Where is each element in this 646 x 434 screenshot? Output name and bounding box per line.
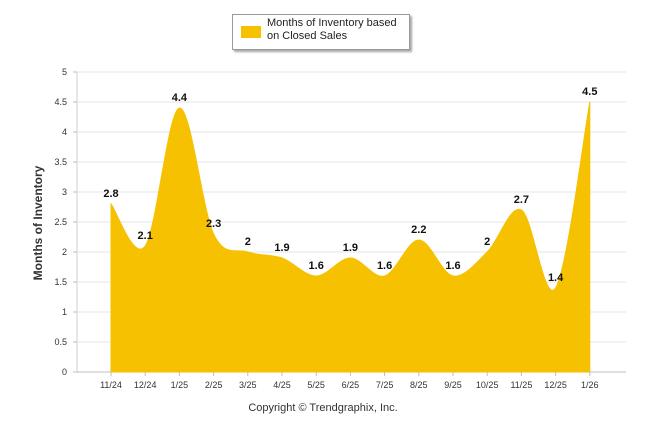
x-tick-label: 10/25 <box>476 380 499 390</box>
x-tick-label: 11/24 <box>100 380 122 390</box>
data-label: 4.5 <box>582 86 597 98</box>
data-label: 1.6 <box>445 260 460 272</box>
y-tick-label: 3.5 <box>54 157 67 167</box>
x-tick-label: 12/25 <box>544 380 567 390</box>
x-tick-label: 7/25 <box>376 380 394 390</box>
copyright-text: Copyright © Trendgraphix, Inc. <box>248 402 398 414</box>
x-tick-label: 11/25 <box>510 380 532 390</box>
y-tick-label: 2.5 <box>54 217 67 227</box>
y-tick-label: 2 <box>62 247 67 257</box>
data-label: 4.4 <box>172 92 188 104</box>
y-tick-label: 4.5 <box>54 97 67 107</box>
x-tick-label: 5/25 <box>307 380 325 390</box>
x-tick-label: 1/26 <box>581 380 599 390</box>
data-label: 1.6 <box>309 260 324 272</box>
data-label: 2.1 <box>138 230 153 242</box>
data-label: 2.7 <box>514 194 529 206</box>
data-label: 1.9 <box>343 242 358 254</box>
legend-swatch <box>241 26 261 38</box>
legend-label: Months of Inventory based on Closed Sale… <box>267 17 397 42</box>
x-tick-label: 8/25 <box>410 380 428 390</box>
data-label: 2.2 <box>411 224 426 236</box>
y-tick-labels: 0 0.5 1 1.5 2 2.5 3 3.5 4 4.5 5 <box>54 67 67 377</box>
series-area <box>110 101 591 373</box>
x-tick-label: 9/25 <box>444 380 462 390</box>
y-tick-label: 3 <box>62 187 67 197</box>
y-tick-label: 1 <box>62 307 67 317</box>
x-tick-label: 12/24 <box>134 380 157 390</box>
data-label: 2.8 <box>103 188 118 200</box>
y-tick-label: 4 <box>62 127 67 137</box>
x-tick-label: 3/25 <box>239 380 257 390</box>
data-label: 2 <box>245 236 251 248</box>
x-tick-label: 6/25 <box>342 380 360 390</box>
x-tick-label: 1/25 <box>171 380 189 390</box>
y-tick-label: 5 <box>62 67 67 77</box>
legend: Months of Inventory based on Closed Sale… <box>232 14 410 50</box>
y-tick-label: 0.5 <box>54 337 67 347</box>
data-label: 2.3 <box>206 218 221 230</box>
y-tick-label: 0 <box>62 367 67 377</box>
x-tick-labels: 11/24 12/24 1/25 2/25 3/25 4/25 5/25 6/25 7/25 8/… <box>100 380 598 390</box>
data-label: 1.9 <box>274 242 289 254</box>
y-axis-title: Months of Inventory <box>31 165 45 280</box>
y-tick-label: 1.5 <box>54 277 67 287</box>
data-label: 2 <box>484 236 490 248</box>
x-tick-label: 2/25 <box>205 380 223 390</box>
x-tick-label: 4/25 <box>273 380 291 390</box>
data-label: 1.4 <box>548 272 564 284</box>
data-labels: 2.8 2.1 4.4 2.3 2 1.9 1.6 1.9 1.6 2.2 1.6 2 2.7 1.4 4.… <box>103 86 597 284</box>
data-label: 1.6 <box>377 260 392 272</box>
